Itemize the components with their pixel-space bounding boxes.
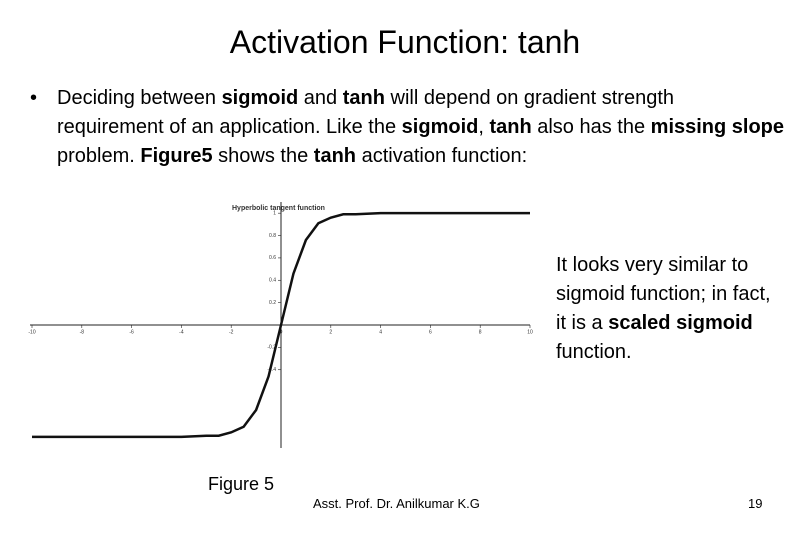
y-tick-label: 0.2 <box>269 300 276 306</box>
x-tick-label: -8 <box>80 329 85 335</box>
bold-text: Figure5 <box>140 145 213 167</box>
bold-text: tanh <box>313 145 357 167</box>
caption: Figure 5 <box>208 474 275 494</box>
y-tick-label: 0.8 <box>269 233 276 239</box>
text-run: Deciding between <box>57 87 222 109</box>
bold-text: sigmoid <box>221 87 299 109</box>
text-run: function. <box>556 341 632 363</box>
text-run: will depend on gradient strength require… <box>57 87 675 138</box>
x-tick-label: 2 <box>329 329 332 335</box>
curve <box>32 211 530 439</box>
bullet-dot: • <box>30 87 38 109</box>
x-tick-label: -4 <box>179 329 184 335</box>
bold-text: tanh <box>489 116 532 138</box>
bullet-text: Deciding between sigmoid and tanh will d… <box>57 84 785 171</box>
y-tick-label: 0.6 <box>269 255 276 261</box>
page-number: 19 <box>748 496 763 511</box>
x-tick-label: 0 <box>280 329 283 335</box>
text-run: It looks very similar to sigmoid functio… <box>556 254 771 334</box>
x-tick-label: 10 <box>527 329 533 335</box>
text-run: shows the <box>212 145 314 167</box>
y-tick-label: 0.4 <box>269 278 276 284</box>
text-run: also has the <box>531 116 651 138</box>
text-run: , <box>478 116 490 138</box>
footer: Asst. Prof. Dr. Anilkumar K.G <box>313 496 480 511</box>
chart-title: Hyperbolic tangent function <box>232 205 325 212</box>
x-tick-label: -2 <box>229 329 234 335</box>
y-tick-label: 1 <box>273 211 276 217</box>
bold-text: tanh <box>342 87 385 109</box>
x-tick-label: 4 <box>379 329 382 335</box>
x-tick-label: -10 <box>28 329 35 335</box>
x-tick-label: 8 <box>479 329 482 335</box>
bold-text: missing slope <box>650 116 785 138</box>
y-tick-label: -0.2 <box>267 345 276 351</box>
side-note: It looks very similar to sigmoid functio… <box>556 251 778 367</box>
bold-text: sigmoid <box>401 116 479 138</box>
x-tick-label: -6 <box>129 329 134 335</box>
y-tick-label: -0.4 <box>267 367 276 373</box>
text-run: and <box>298 87 343 109</box>
text-run: problem. <box>57 145 141 167</box>
x-tick-label: 6 <box>429 329 432 335</box>
text-run: activation function: <box>356 145 528 167</box>
bold-text: scaled sigmoid <box>608 312 753 334</box>
slide-title: Activation Function: tanh <box>229 24 581 60</box>
